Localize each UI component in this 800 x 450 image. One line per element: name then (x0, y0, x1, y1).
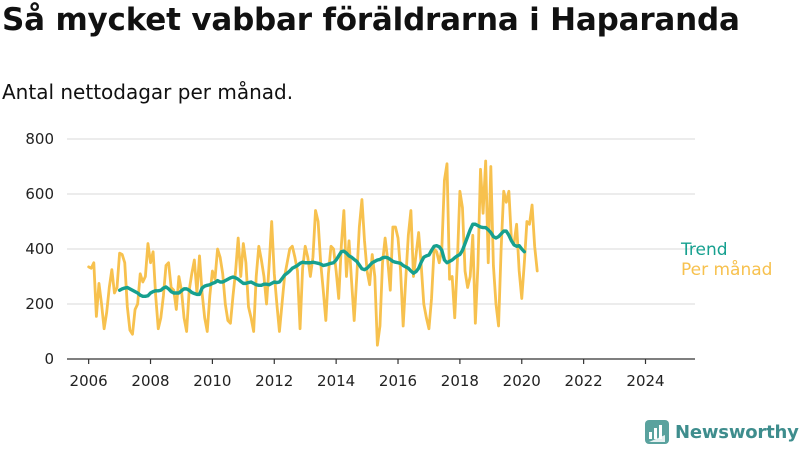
x-tick-label: 2022 (565, 372, 603, 390)
trend-series-label: Trend (680, 240, 728, 260)
x-tick-label: 2010 (193, 372, 231, 390)
x-tick-label: 2014 (317, 372, 355, 390)
monthly-series-line (87, 159, 539, 347)
x-tick-label: 2012 (255, 372, 293, 390)
newsworthy-logo-icon (645, 420, 669, 444)
y-tick-label: 400 (25, 240, 54, 258)
x-tick-label: 2016 (379, 372, 417, 390)
x-tick-label: 2008 (131, 372, 169, 390)
x-tick-label: 2020 (503, 372, 541, 390)
x-tick-label: 2024 (626, 372, 664, 390)
trend-series-line (117, 222, 527, 298)
chart-subtitle: Antal nettodagar per månad. (2, 80, 294, 104)
brand-name: Newsworthy (675, 421, 799, 443)
x-tick-label: 2018 (441, 372, 479, 390)
y-tick-label: 800 (25, 130, 54, 148)
y-tick-label: 0 (44, 350, 54, 368)
newsworthy-logo: Newsworthy (645, 420, 799, 444)
y-tick-label: 200 (25, 295, 54, 313)
chart-title: Så mycket vabbar föräldrarna i Haparanda (2, 2, 740, 38)
monthly-series-label: Per månad (681, 259, 772, 280)
y-tick-label: 600 (25, 185, 54, 203)
x-tick-label: 2006 (70, 372, 108, 390)
